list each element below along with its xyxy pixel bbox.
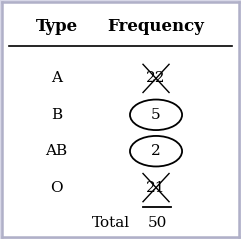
Text: 22: 22 bbox=[146, 71, 166, 85]
Text: Type: Type bbox=[35, 18, 78, 35]
Text: AB: AB bbox=[46, 144, 68, 158]
Text: B: B bbox=[51, 108, 62, 122]
Text: A: A bbox=[51, 71, 62, 85]
Text: Total: Total bbox=[92, 216, 130, 230]
Text: 50: 50 bbox=[147, 216, 167, 230]
Text: 21: 21 bbox=[146, 181, 166, 195]
Text: 5: 5 bbox=[151, 108, 161, 122]
Text: Frequency: Frequency bbox=[107, 18, 204, 35]
Text: O: O bbox=[50, 181, 63, 195]
Text: 2: 2 bbox=[151, 144, 161, 158]
